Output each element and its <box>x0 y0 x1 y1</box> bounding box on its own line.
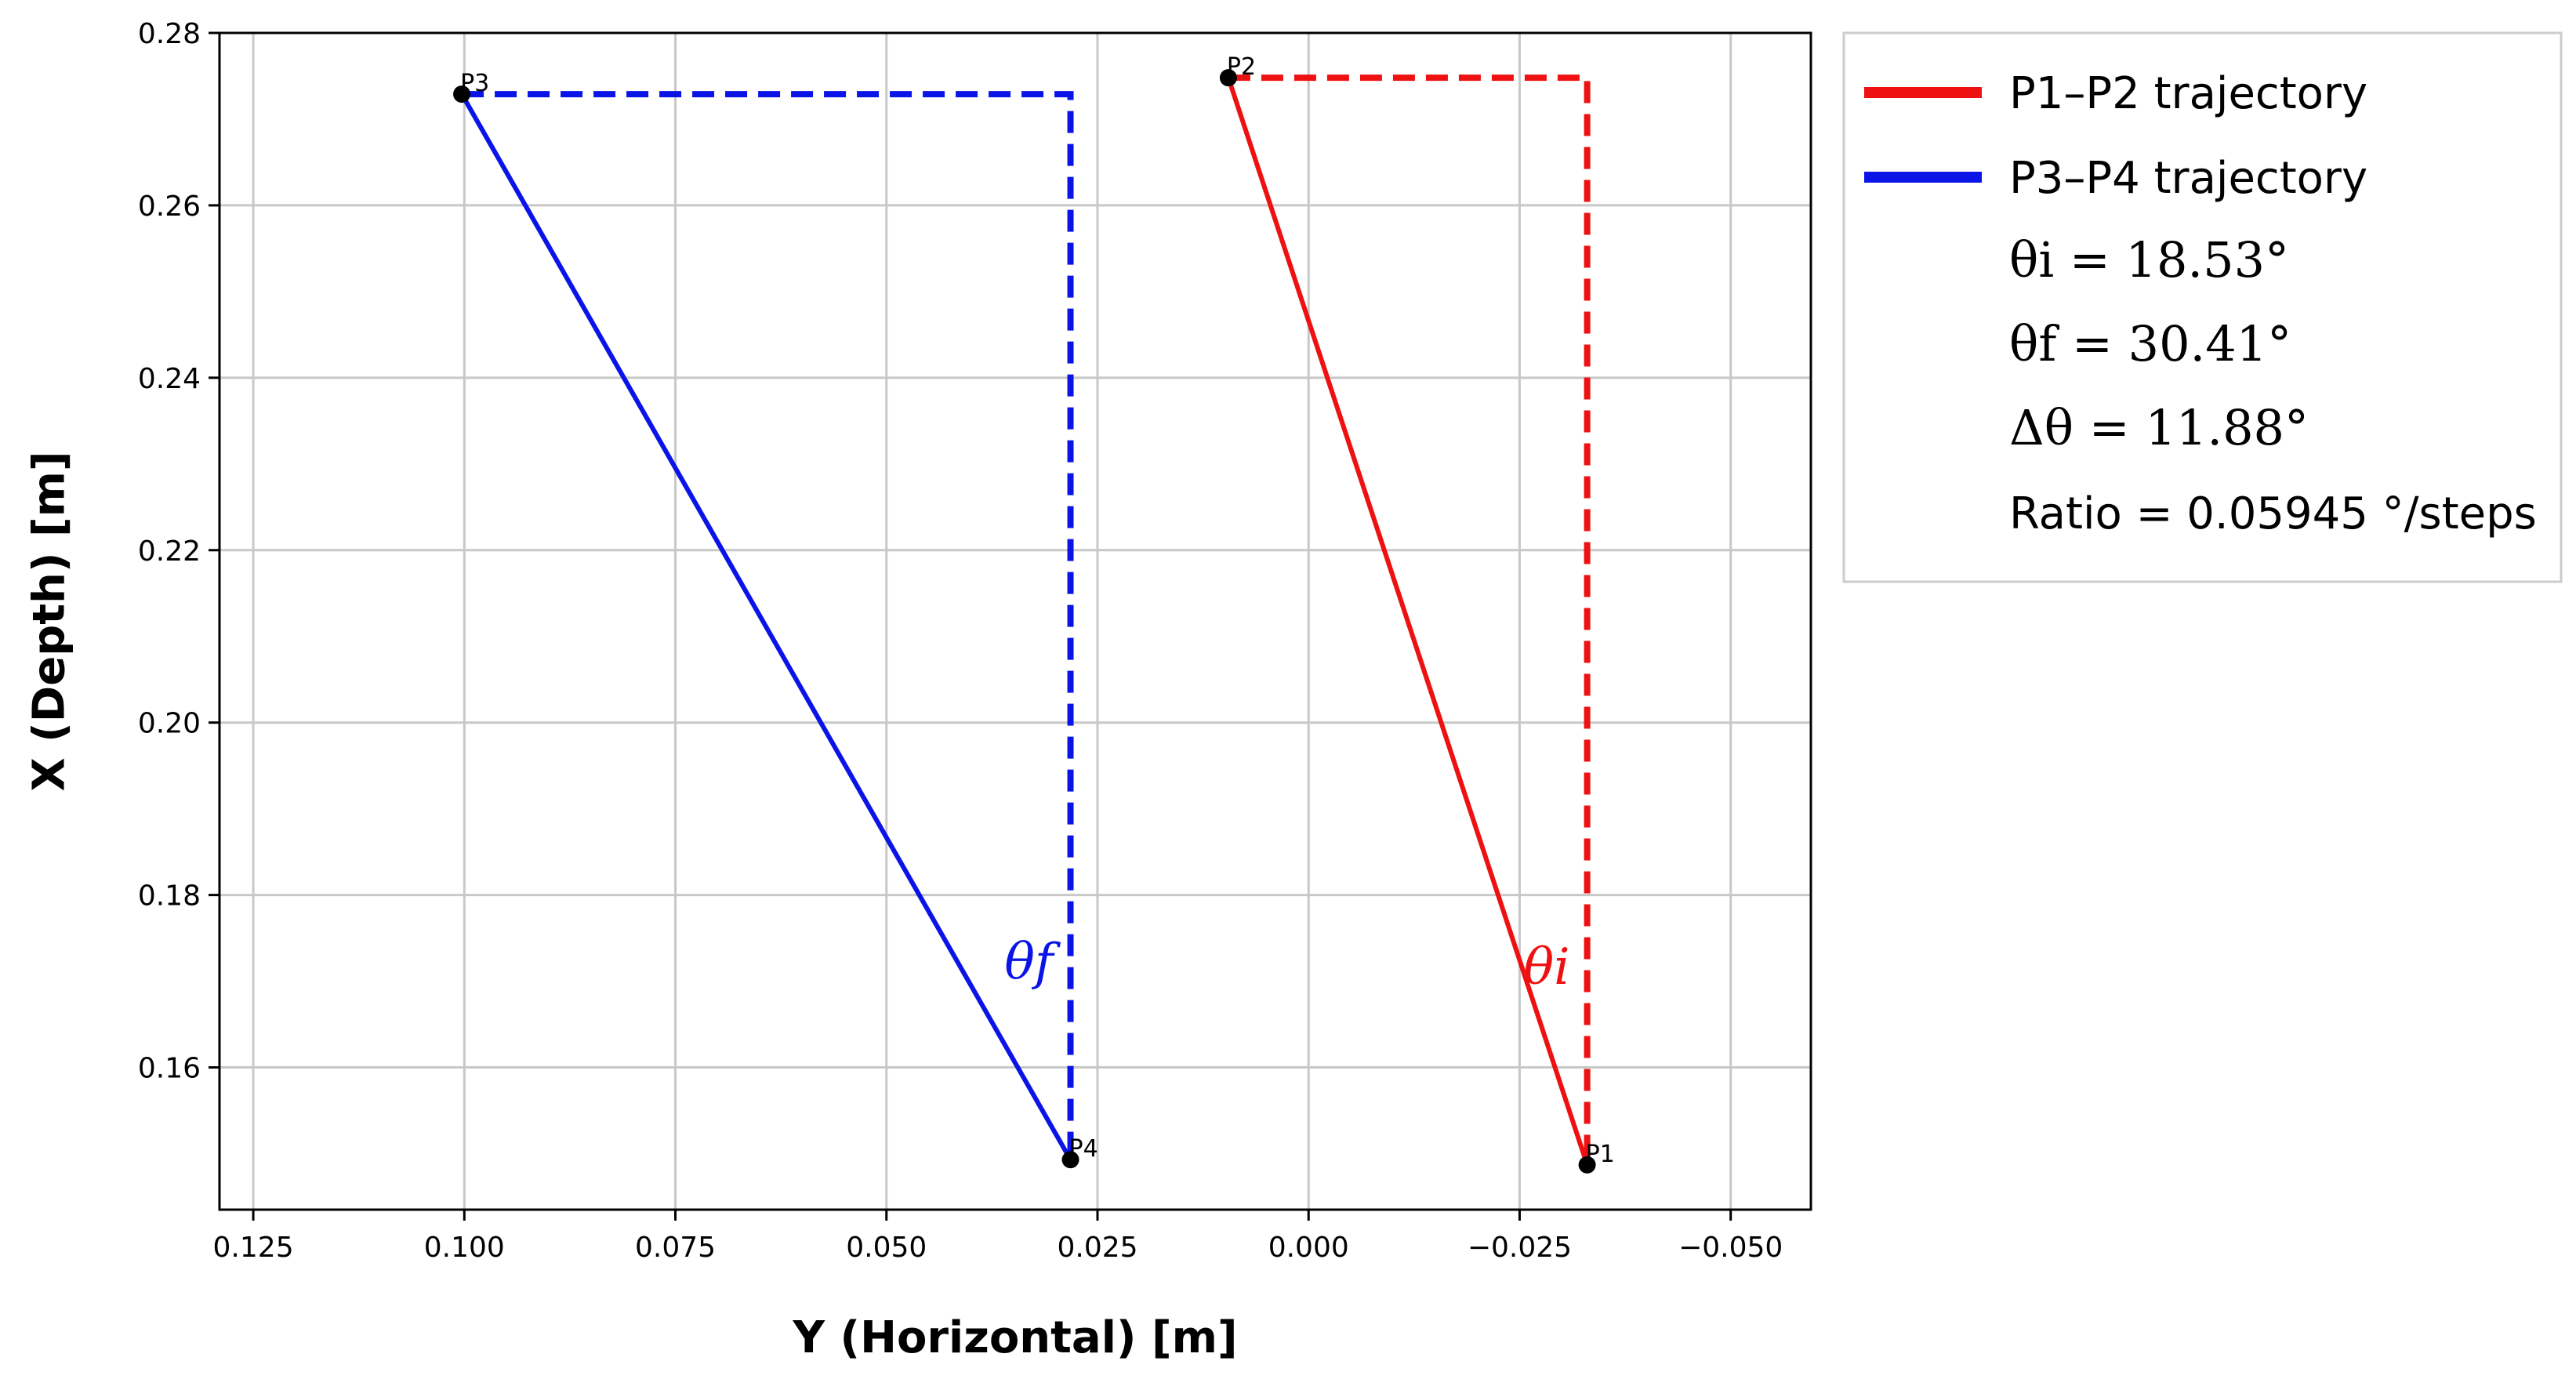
legend-entry-ratio: Ratio = 0.05945 °/steps <box>2009 488 2537 539</box>
plot-frame <box>218 31 1812 1211</box>
y-tick-label: 0.20 <box>138 708 201 740</box>
x-axis-ticks: 0.125 0.100 0.075 0.050 0.025 0.000 −0.025 −0.0… <box>213 1210 1783 1264</box>
point-p2 <box>1219 69 1237 87</box>
legend-entry-p3-p4: P3–P4 trajectory <box>2009 153 2367 204</box>
x-tick-label: −0.050 <box>1678 1232 1783 1264</box>
y-axis-label: X (Depth) [m] <box>24 451 75 791</box>
trajectory-points: P1 P2 P3 P4 <box>453 53 1615 1174</box>
x-tick-label: −0.025 <box>1468 1232 1572 1264</box>
trajectory-lines <box>459 77 1590 1166</box>
y-tick-label: 0.16 <box>138 1053 201 1085</box>
legend-entry-theta-i: θi = 18.53° <box>2009 231 2289 289</box>
theta-marks: θi θf <box>1004 933 1569 996</box>
y-tick-label: 0.24 <box>138 363 201 395</box>
x-tick-label: 0.100 <box>424 1232 505 1264</box>
y-axis-ticks: 0.16 0.18 0.20 0.22 0.24 0.26 0.28 <box>138 18 220 1085</box>
x-tick-label: 0.050 <box>846 1232 927 1264</box>
reference-line-p3-p4 <box>462 91 1074 1160</box>
theta-label-p3-p4: θf <box>1004 933 1061 991</box>
point-p3 <box>453 85 471 103</box>
x-tick-label: 0.025 <box>1057 1232 1137 1264</box>
point-p4 <box>1061 1151 1079 1169</box>
point-p1 <box>1578 1156 1596 1174</box>
trajectory-line-p3-p4 <box>459 93 1073 1161</box>
y-tick-label: 0.28 <box>138 18 201 50</box>
reference-line-p1-p2 <box>1228 74 1591 1165</box>
trajectory-line-p1-p2 <box>1226 77 1590 1166</box>
y-tick-label: 0.22 <box>138 535 201 568</box>
grid <box>220 31 1811 1210</box>
reference-lines <box>462 74 1591 1165</box>
theta-label-p1-p2: θi <box>1524 938 1570 996</box>
y-tick-label: 0.26 <box>138 191 201 223</box>
legend-entry-theta-f: θf = 30.41° <box>2009 315 2291 372</box>
x-axis-label: Y (Horizontal) [m] <box>792 1312 1237 1363</box>
x-tick-label: 0.075 <box>635 1232 716 1264</box>
y-tick-label: 0.18 <box>138 880 201 913</box>
legend-entry-p1-p2: P1–P2 trajectory <box>2009 68 2367 119</box>
point-label-p4: P4 <box>1069 1135 1098 1163</box>
point-label-p2: P2 <box>1227 53 1256 81</box>
point-label-p1: P1 <box>1586 1141 1615 1168</box>
legend-entry-delta-theta: Δθ = 11.88° <box>2009 399 2309 456</box>
x-tick-label: 0.125 <box>213 1232 294 1264</box>
legend-box <box>1842 31 2563 583</box>
point-label-p3: P3 <box>460 70 489 97</box>
legend: P1–P2 trajectory P3–P4 trajectory θi = 1… <box>1842 31 2563 583</box>
x-tick-label: 0.000 <box>1268 1232 1349 1264</box>
